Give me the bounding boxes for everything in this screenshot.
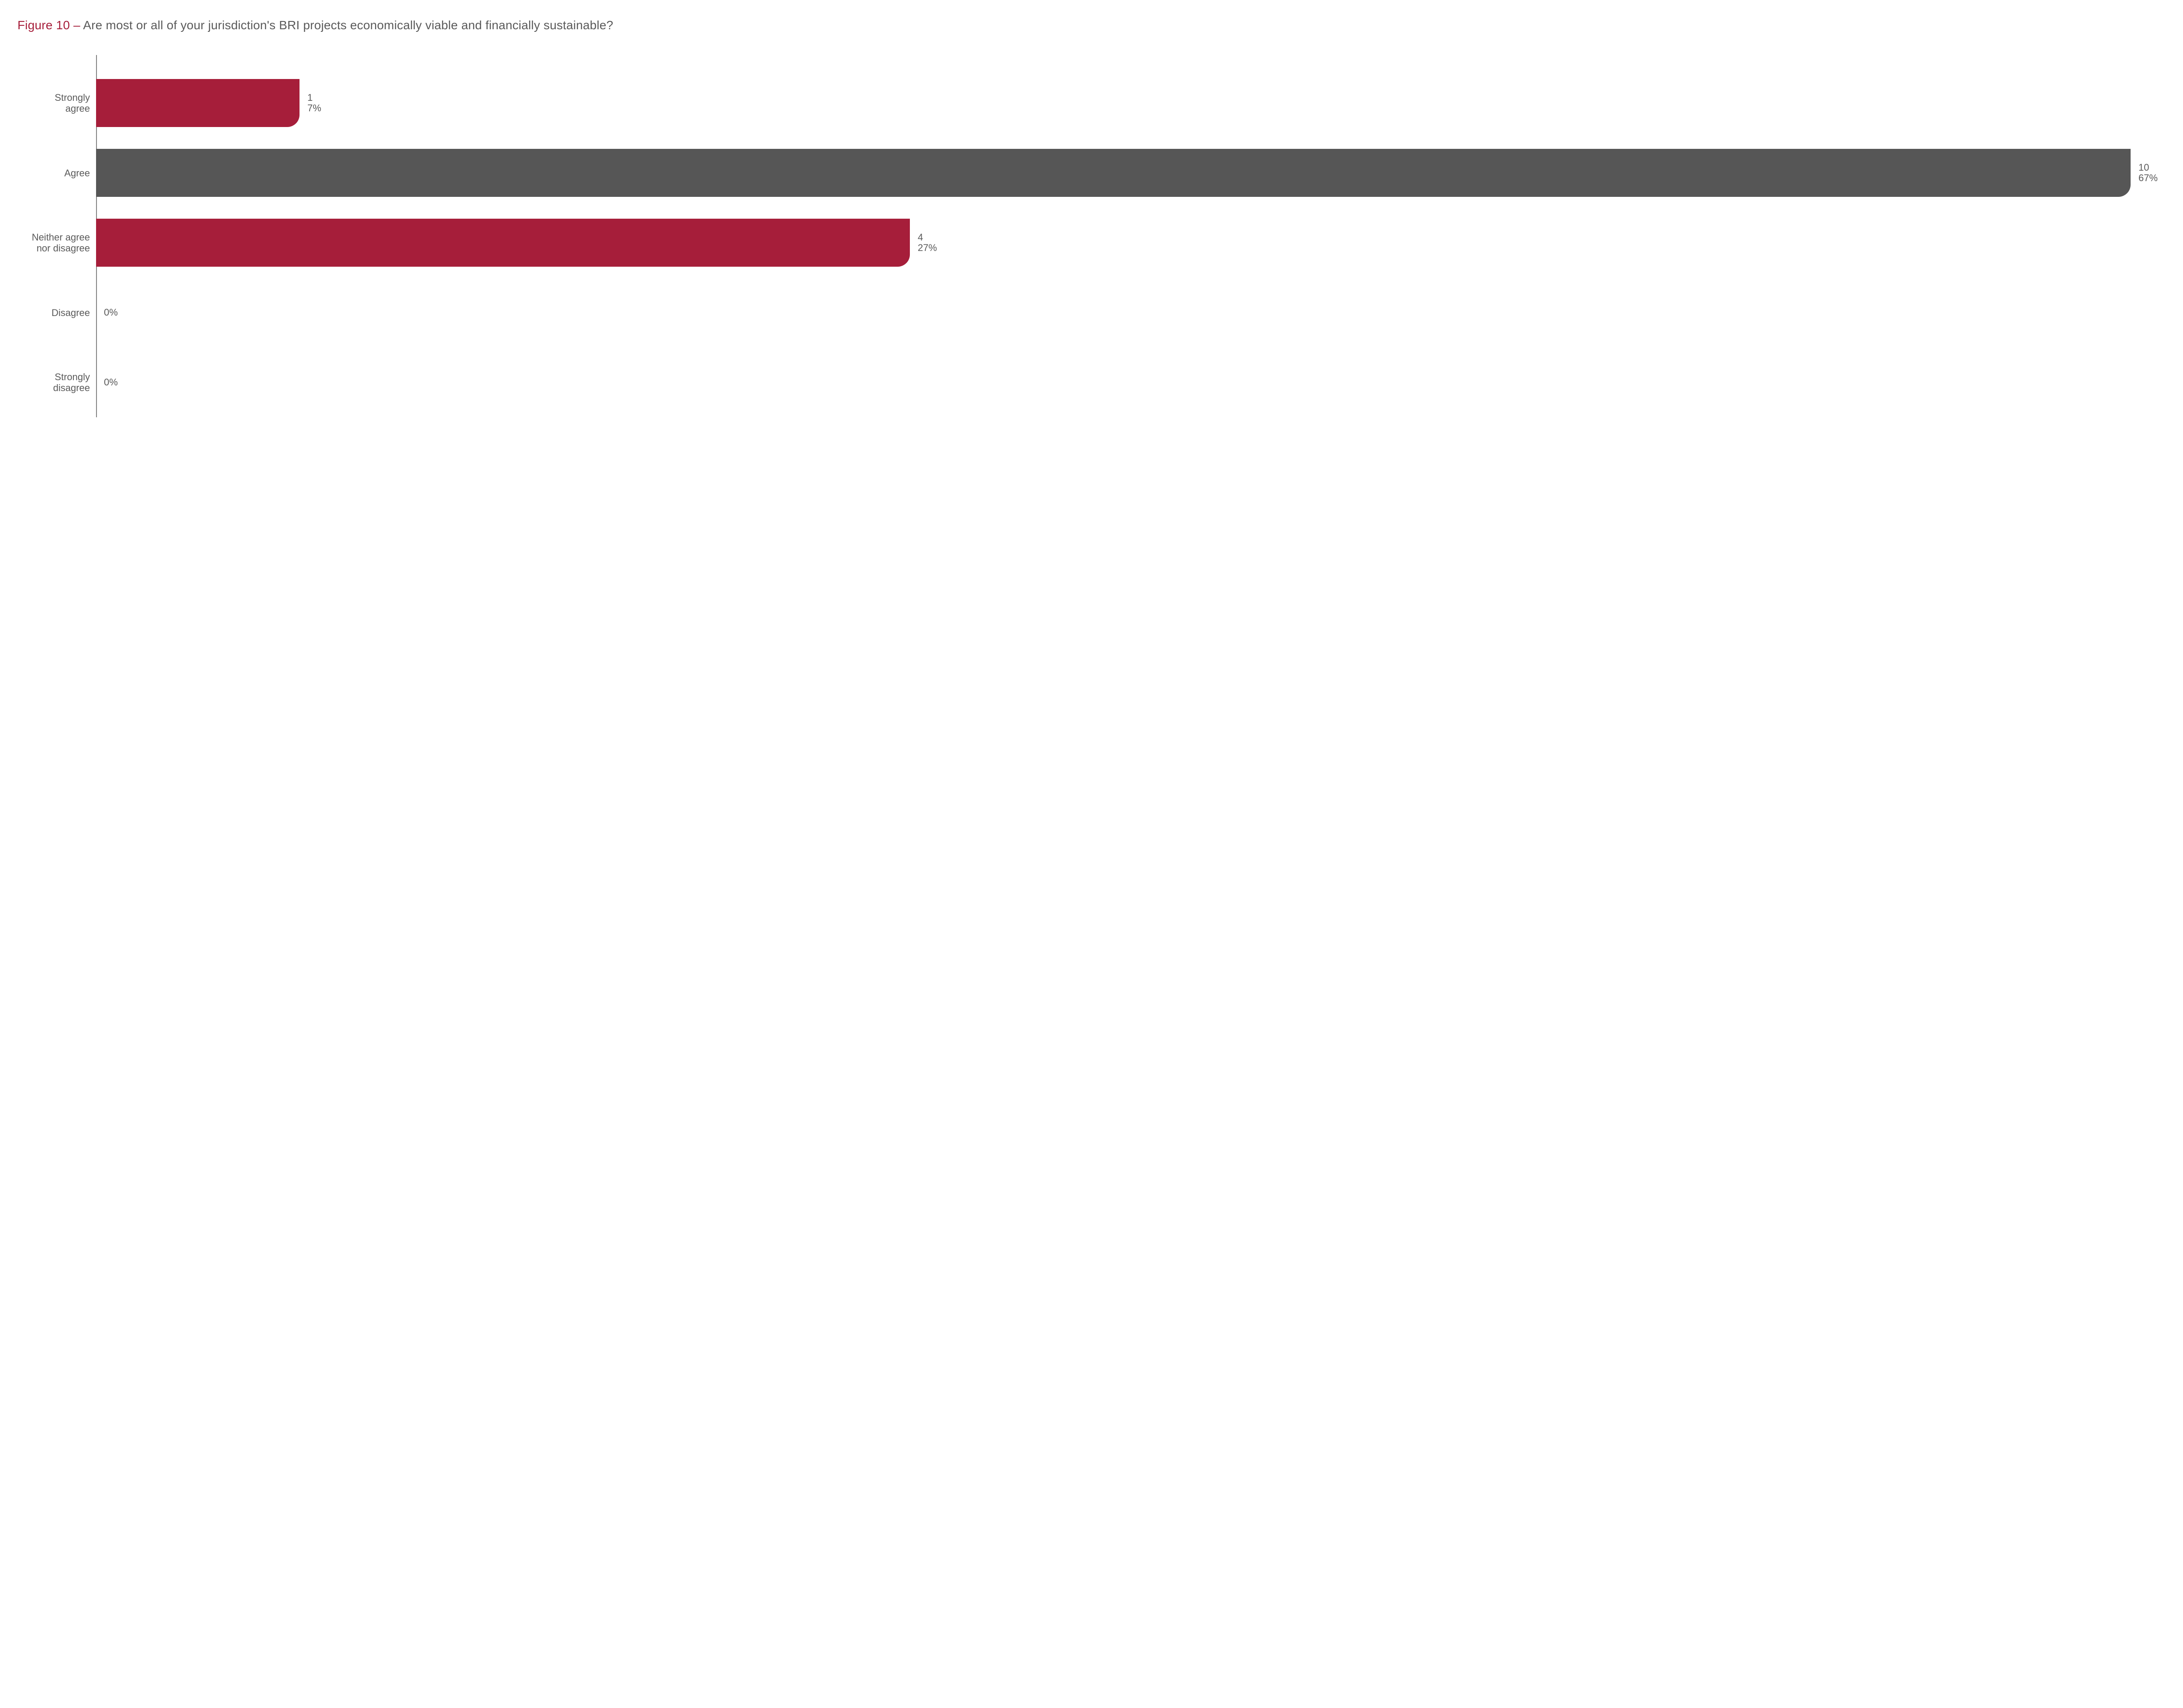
bar-rect xyxy=(96,219,910,267)
bar-count-label: 4 xyxy=(918,232,937,243)
figure-label-prefix: Figure 10 – xyxy=(17,18,83,32)
bar-percent-label: 67% xyxy=(2138,173,2158,183)
bar-value-labels: 17% xyxy=(307,68,321,138)
chart: StronglyagreeAgreeNeither agreenor disag… xyxy=(17,55,2157,417)
bars-inner: 17%1067%427%0%0% xyxy=(96,55,2131,417)
figure-title-text: Are most or all of your jurisdiction's B… xyxy=(83,18,613,32)
bar-percent-label: 0% xyxy=(104,377,118,388)
category-labels-column: StronglyagreeAgreeNeither agreenor disag… xyxy=(17,55,96,417)
figure-title: Figure 10 – Are most or all of your juri… xyxy=(17,17,2157,33)
bar-value-labels: 0% xyxy=(104,347,118,417)
bar-value-labels: 0% xyxy=(104,278,118,347)
bars-column: 17%1067%427%0%0% xyxy=(96,55,2157,417)
category-label: Stronglydisagree xyxy=(17,347,96,417)
bar-count-label: 1 xyxy=(307,93,321,103)
bar-slot: 1067% xyxy=(96,138,2131,208)
bar-rect xyxy=(96,149,2131,197)
bar-percent-label: 7% xyxy=(307,103,321,113)
bar-value-labels: 1067% xyxy=(2138,138,2158,208)
bar-rect xyxy=(96,79,300,127)
bar-percent-label: 27% xyxy=(918,243,937,253)
bar-slot: 427% xyxy=(96,208,2131,278)
bar-value-labels: 427% xyxy=(918,208,937,278)
category-label: Agree xyxy=(17,138,96,208)
bar-slot: 0% xyxy=(96,278,2131,347)
figure-container: Figure 10 – Are most or all of your juri… xyxy=(0,0,2183,435)
bar-count-label: 10 xyxy=(2138,162,2158,173)
bar-slot: 0% xyxy=(96,347,2131,417)
category-label: Disagree xyxy=(17,278,96,347)
bar-slot: 17% xyxy=(96,68,2131,138)
category-label: Neither agreenor disagree xyxy=(17,208,96,278)
bar-percent-label: 0% xyxy=(104,307,118,318)
labels-top-spacer xyxy=(17,55,96,68)
category-label: Stronglyagree xyxy=(17,68,96,138)
